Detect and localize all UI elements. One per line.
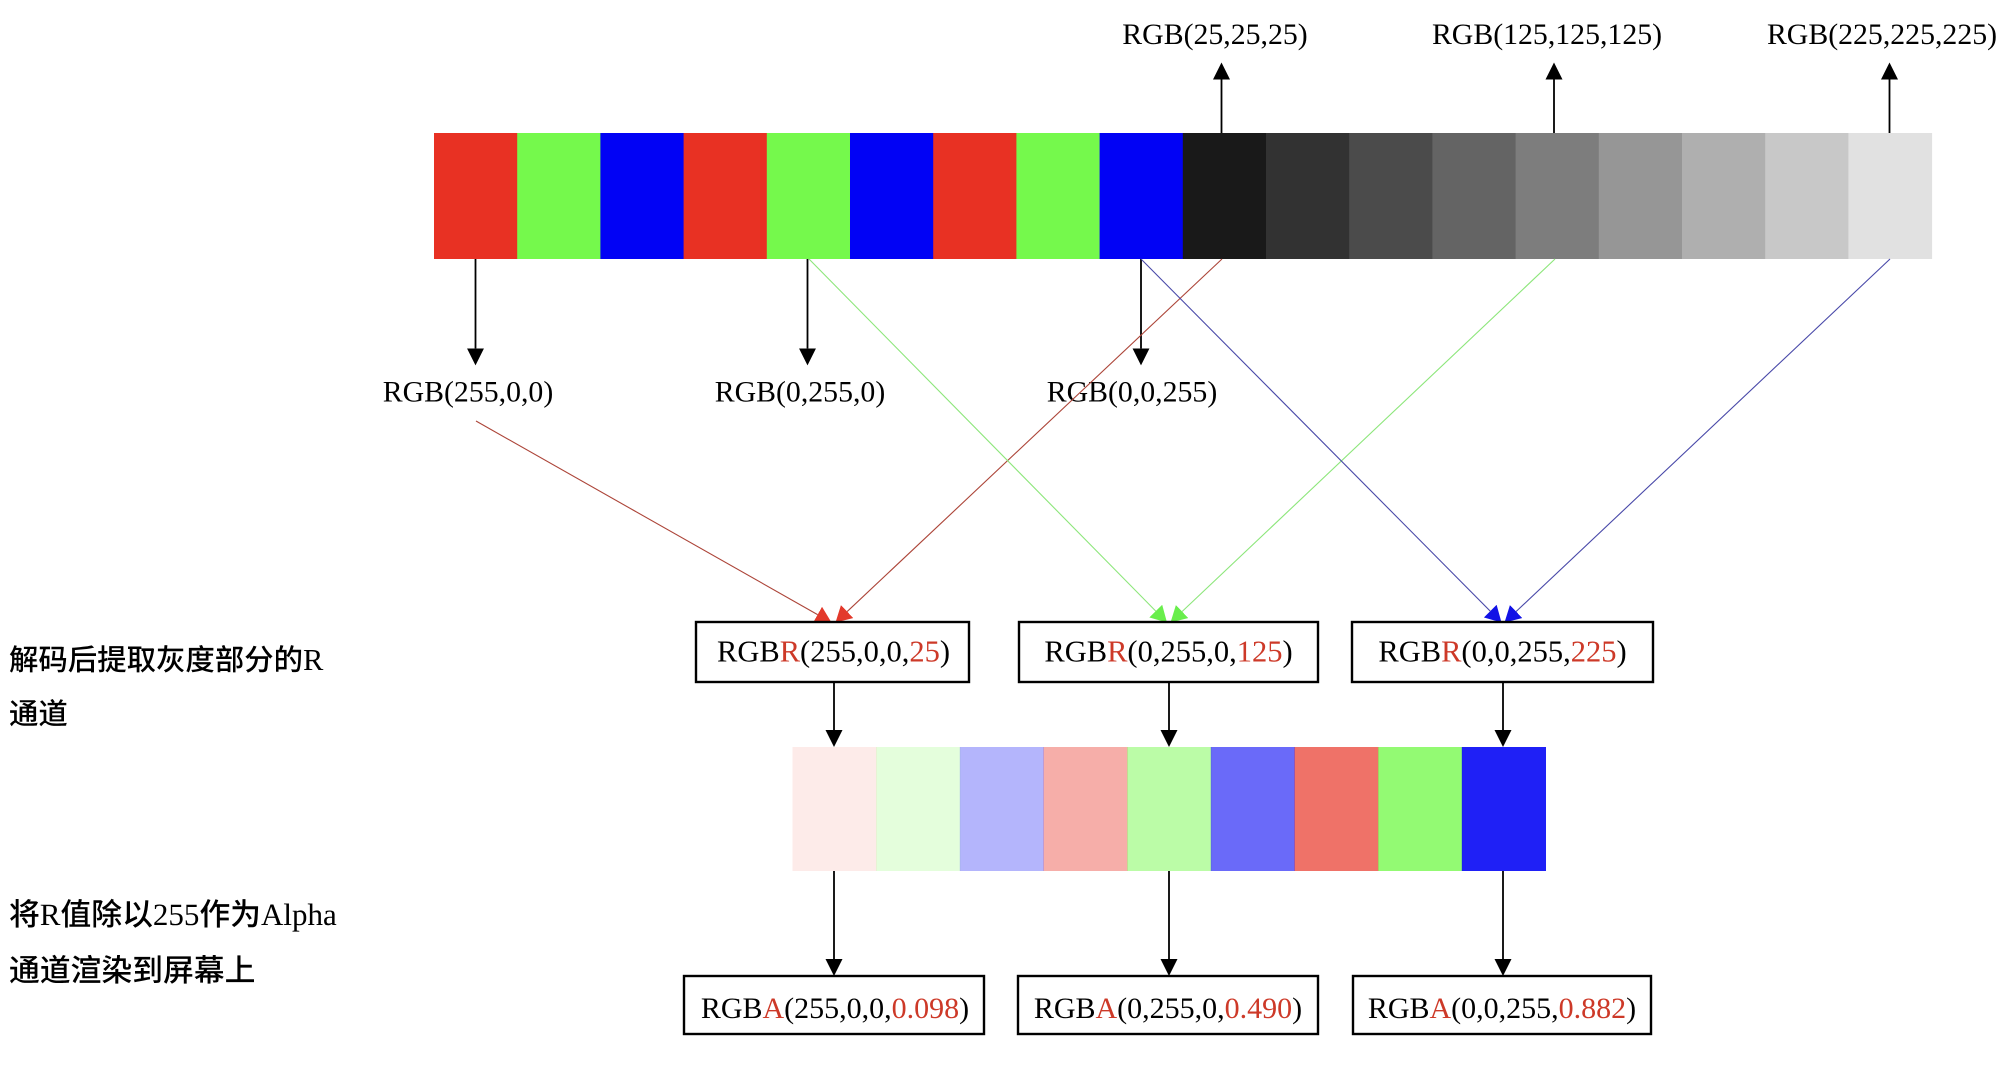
svg-text:RGB(25,25,25): RGB(25,25,25) [1122, 18, 1307, 51]
svg-text:RGBR(0,255,0,125): RGBR(0,255,0,125) [1044, 635, 1292, 669]
svg-text:RGBA(0,0,255,0.882): RGBA(0,0,255,0.882) [1368, 992, 1636, 1025]
svg-text:RGB(0,0,255): RGB(0,0,255) [1047, 376, 1218, 409]
svg-text:RGBA(255,0,0,0.098): RGBA(255,0,0,0.098) [701, 992, 969, 1025]
svg-text:RGBR(0,0,255,225): RGBR(0,0,255,225) [1378, 635, 1626, 669]
svg-text:RGBA(0,255,0,0.490): RGBA(0,255,0,0.490) [1034, 992, 1302, 1025]
svg-text:RGBR(255,0,0,25): RGBR(255,0,0,25) [717, 635, 950, 669]
svg-text:RGB(0,255,0): RGB(0,255,0) [715, 376, 886, 409]
svg-text:RGB(225,225,225): RGB(225,225,225) [1767, 18, 1997, 51]
svg-text:RGB(125,125,125): RGB(125,125,125) [1432, 18, 1662, 51]
svg-text:RGB(255,0,0): RGB(255,0,0) [383, 376, 554, 409]
